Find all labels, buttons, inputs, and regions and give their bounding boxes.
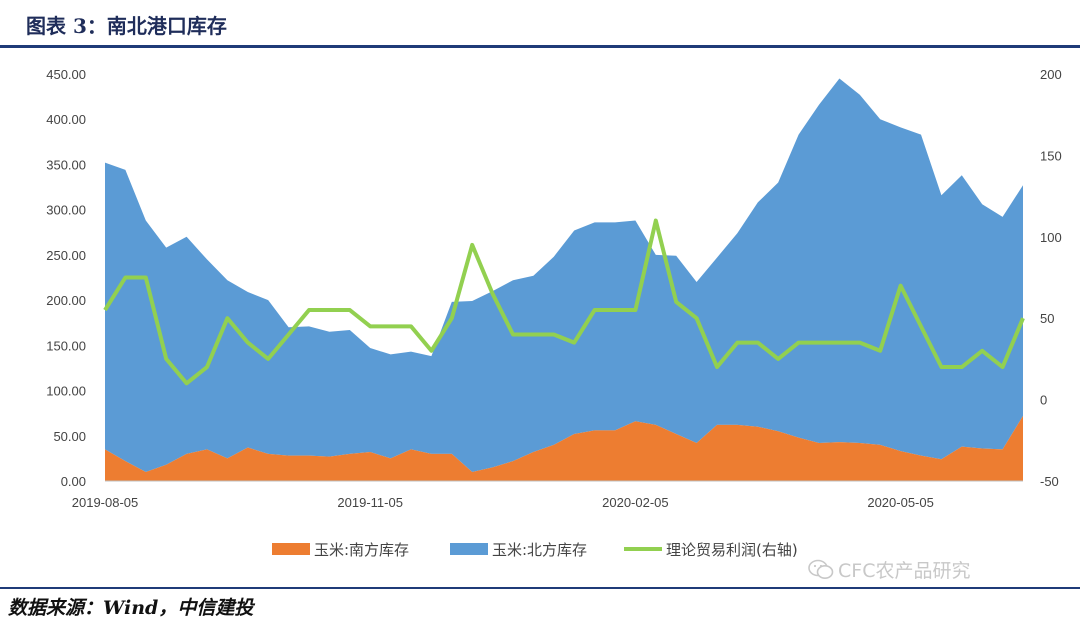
profit-line — [103, 218, 1025, 386]
right-axis-tick-label: 200 — [1040, 67, 1062, 82]
right-axis-tick-label: 0 — [1040, 393, 1047, 408]
left-axis-tick-label: 50.00 — [53, 429, 86, 444]
figure-title: 图表 3：南北港口库存 — [26, 14, 227, 38]
x-axis-tick-label: 2019-08-05 — [72, 495, 139, 510]
legend-profit-label: 理论贸易利润(右轴) — [666, 541, 798, 559]
x-axis-ticks: 2019-08-05 2019-11-05 2020-02-05 2020-05-05 — [72, 495, 934, 510]
left-axis-tick-label: 350.00 — [46, 157, 86, 172]
bottom-rule — [0, 587, 1080, 589]
area-layer — [105, 78, 1023, 481]
x-axis-tick-label: 2019-11-05 — [337, 495, 403, 510]
legend-north-label: 玉米:北方库存 — [492, 541, 587, 559]
left-axis-ticks: 0.00 50.00 100.00 150.00 200.00 250.00 300.00 3… — [46, 67, 86, 489]
left-axis-tick-label: 400.00 — [46, 112, 86, 127]
wechat-icon — [808, 559, 834, 579]
left-axis-tick-label: 200.00 — [46, 293, 86, 308]
legend-north-swatch — [450, 543, 488, 555]
south-inventory-area — [105, 415, 1023, 481]
x-axis-tick-label: 2020-02-05 — [602, 495, 669, 510]
north-inventory-area — [105, 78, 1023, 472]
legend-south-label: 玉米:南方库存 — [314, 541, 409, 559]
left-axis-tick-label: 450.00 — [46, 67, 86, 82]
right-axis-tick-label: 100 — [1040, 230, 1062, 245]
legend-south-swatch — [272, 543, 310, 555]
right-axis-ticks: -50 0 50 100 150 200 — [1040, 67, 1062, 489]
left-axis-tick-label: 150.00 — [46, 338, 86, 353]
source-note: 数据来源：Wind，中信建投 — [8, 597, 254, 619]
left-axis-tick-label: 0.00 — [61, 474, 86, 489]
left-axis-tick-label: 300.00 — [46, 203, 86, 218]
right-axis-tick-label: 150 — [1040, 148, 1062, 163]
x-axis-tick-label: 2020-05-05 — [867, 495, 934, 510]
left-axis-tick-label: 250.00 — [46, 248, 86, 263]
legend: 玉米:南方库存 玉米:北方库存 理论贸易利润(右轴) — [272, 541, 798, 559]
line-layer — [103, 218, 1025, 386]
watermark: CFC农产品研究 — [808, 556, 970, 583]
top-rule — [0, 45, 1080, 48]
right-axis-tick-label: -50 — [1040, 474, 1059, 489]
watermark-text: CFC农产品研究 — [838, 560, 971, 582]
right-axis-tick-label: 50 — [1040, 311, 1054, 326]
inventory-chart: 0.00 50.00 100.00 150.00 200.00 250.00 300.00 3… — [46, 67, 1062, 559]
left-axis-tick-label: 100.00 — [46, 384, 86, 399]
